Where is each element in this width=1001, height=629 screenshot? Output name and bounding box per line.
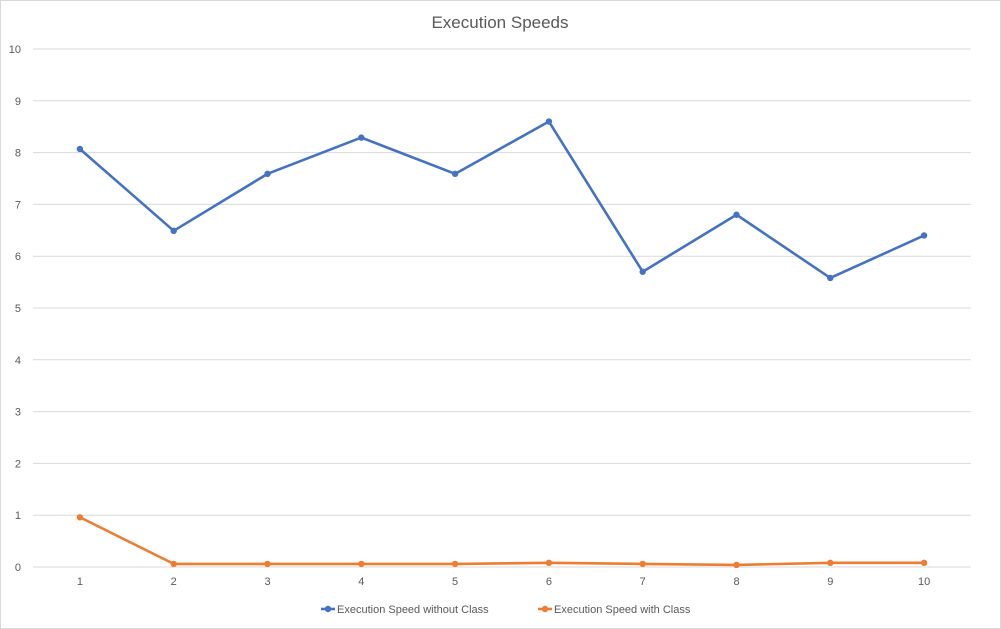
data-point — [451, 170, 459, 178]
y-tick-label: 0 — [15, 562, 21, 574]
series-line — [78, 515, 926, 567]
data-point — [920, 232, 928, 239]
series-2 — [76, 514, 928, 569]
gridlines — [33, 48, 971, 568]
data-point — [76, 145, 84, 153]
series-line — [78, 120, 926, 280]
x-tick-label: 10 — [918, 576, 930, 588]
data-point — [264, 170, 271, 178]
y-tick-label: 10 — [9, 44, 21, 56]
x-tick-label: 8 — [733, 576, 739, 588]
data-point — [545, 118, 553, 125]
y-tick-label: 4 — [15, 355, 21, 367]
y-tick-label: 9 — [15, 96, 21, 108]
legend-item: Execution Speed without Class — [321, 604, 489, 616]
x-tick-label: 3 — [264, 576, 270, 588]
legend-label: Execution Speed without Class — [337, 604, 489, 616]
data-point — [358, 560, 365, 568]
data-point — [451, 560, 459, 568]
y-tick-label: 6 — [15, 251, 21, 263]
legend-item: Execution Speed with Class — [538, 604, 691, 616]
data-point — [358, 134, 365, 141]
data-point — [264, 560, 271, 568]
x-tick-label: 6 — [546, 576, 552, 588]
y-tick-label: 3 — [15, 407, 21, 419]
data-point — [827, 559, 834, 567]
y-tick-label: 2 — [15, 458, 21, 470]
data-point — [639, 560, 646, 568]
legend-swatch-marker — [324, 605, 332, 613]
legend-label: Execution Speed with Class — [554, 604, 691, 616]
x-tick-label: 1 — [77, 576, 83, 588]
x-tick-label: 4 — [358, 576, 364, 588]
data-point — [170, 560, 177, 568]
data-point — [76, 514, 84, 521]
y-tick-label: 7 — [15, 199, 21, 211]
data-point — [733, 211, 740, 218]
series-1 — [76, 118, 928, 282]
data-point — [827, 274, 834, 282]
legend: Execution Speed without Class Execution S… — [321, 604, 691, 616]
y-axis-ticks: 0 1 2 3 4 5 6 7 8 9 10 — [9, 44, 21, 574]
x-tick-label: 9 — [827, 576, 833, 588]
y-tick-label: 5 — [15, 303, 21, 315]
x-tick-label: 2 — [171, 576, 177, 588]
series-lines — [76, 118, 928, 569]
y-tick-label: 1 — [15, 510, 21, 522]
data-point — [170, 227, 177, 235]
data-point — [639, 268, 646, 275]
x-tick-label: 5 — [452, 576, 458, 588]
data-point — [545, 559, 553, 567]
data-point — [733, 561, 740, 569]
y-tick-label: 8 — [15, 148, 21, 160]
x-tick-label: 7 — [640, 576, 646, 588]
legend-swatch-marker — [541, 605, 549, 613]
x-axis-ticks: 1 2 3 4 5 6 7 8 9 10 — [77, 576, 930, 588]
chart-title: Execution Speeds — [431, 13, 568, 32]
data-point — [920, 559, 928, 567]
